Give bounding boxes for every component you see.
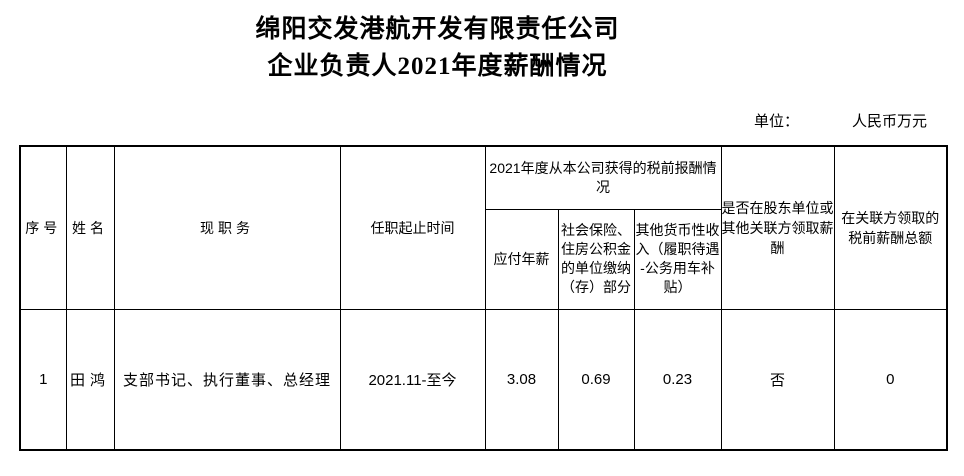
header-other-income: 其他货币性收入（履职待遇-公务用车补贴） xyxy=(633,208,722,310)
cell-related-party: 0 xyxy=(833,308,948,451)
cell-tenure: 2021.11-至今 xyxy=(339,308,486,451)
title-line-2: 企业负责人2021年度薪酬情况 xyxy=(267,53,608,80)
header-shareholder: 是否在股东单位或其他关联方领取薪酬 xyxy=(720,145,835,310)
unit-label: 单位： xyxy=(753,113,799,130)
header-related-party: 在关联方领取的税前薪酬总额 xyxy=(833,145,948,310)
title-line-1: 绵阳交发港航开发有限责任公司 xyxy=(255,16,620,43)
table-row: 1 田鸿 支部书记、执行董事、总经理 2021.11-至今 3.08 0.69 … xyxy=(19,308,948,451)
header-row-top: 序号 姓名 现职务 任职起止时间 2021年度从本公司获得的税前报酬情况 是否在… xyxy=(19,145,948,310)
header-index: 序号 xyxy=(19,145,67,310)
cell-other-income: 0.23 xyxy=(633,308,722,451)
header-tenure: 任职起止时间 xyxy=(339,145,486,310)
cell-social-insurance: 0.69 xyxy=(557,308,635,451)
header-annual-salary: 应付年薪 xyxy=(484,208,559,310)
unit-value: 人民币万元 xyxy=(851,113,927,130)
header-social-insurance: 社会保险、住房公积金的单位缴纳（存）部分 xyxy=(557,208,635,310)
cell-position: 支部书记、执行董事、总经理 xyxy=(113,308,341,451)
cell-annual-salary: 3.08 xyxy=(484,308,559,451)
page-title: 绵阳交发港航开发有限责任公司 企业负责人2021年度薪酬情况 xyxy=(0,11,875,85)
salary-table: 序号 姓名 现职务 任职起止时间 2021年度从本公司获得的税前报酬情况 是否在… xyxy=(19,145,948,451)
header-name: 姓名 xyxy=(65,145,115,310)
header-row-sub: 应付年薪 社会保险、住房公积金的单位缴纳（存）部分 其他货币性收入（履职待遇-公… xyxy=(20,208,947,310)
cell-index: 1 xyxy=(19,308,67,451)
header-compensation-group: 2021年度从本公司获得的税前报酬情况 xyxy=(484,145,722,210)
header-position: 现职务 xyxy=(113,145,341,310)
cell-name: 田鸿 xyxy=(65,308,115,451)
cell-shareholder: 否 xyxy=(720,308,835,451)
